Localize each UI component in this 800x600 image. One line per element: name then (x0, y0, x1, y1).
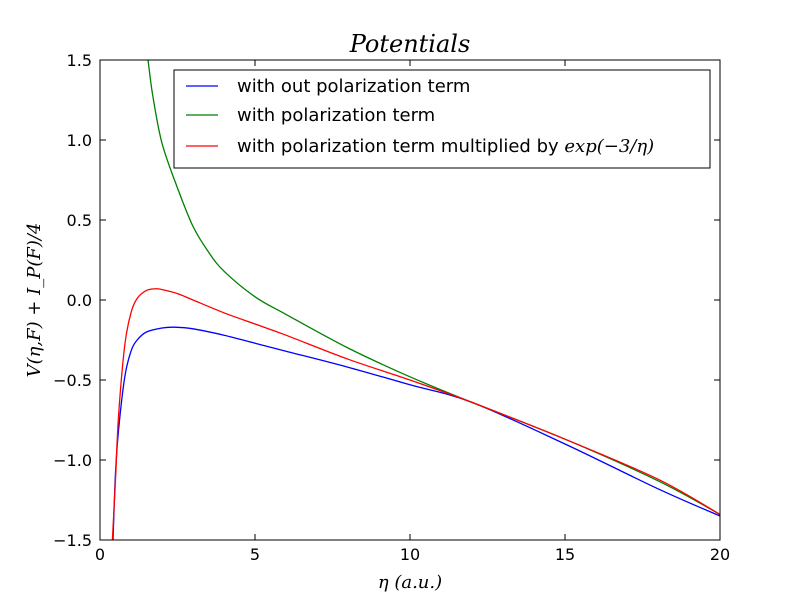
x-axis-label: η (a.u.) (378, 572, 442, 593)
legend-label-math: exp(−3/η) (564, 136, 654, 157)
legend-label-text: with out polarization term (237, 76, 470, 97)
y-tick-label: 0.5 (67, 211, 92, 230)
x-tick-label: 10 (400, 545, 420, 564)
series-layer (111, 60, 720, 540)
y-axis-label: V(η,F) + I_P(F)/4 (24, 223, 45, 378)
series-line-2 (111, 288, 720, 540)
legend-label-with-polarization: with polarization term (237, 105, 435, 126)
x-tick-label: 5 (250, 545, 260, 564)
legend-label-text: with polarization term (237, 105, 435, 126)
y-tick-label: −0.5 (53, 371, 92, 390)
legend-box (173, 69, 711, 169)
series-line-0 (112, 326, 720, 540)
tick-layer: 0 5 10 15 20 −1.5 −1.0 −0.5 0.0 0.5 1.0 1.5 (53, 51, 730, 564)
chart-title: Potentials (349, 30, 471, 58)
legend-label-text: with polarization term multiplied by (237, 136, 564, 157)
legend-label-without-polarization: with out polarization term (237, 76, 470, 97)
y-tick-label: 1.0 (67, 131, 92, 150)
x-tick-label: 0 (95, 545, 105, 564)
y-tick-label: −1.0 (53, 451, 92, 470)
y-tick-label: −1.5 (53, 531, 92, 550)
x-tick-label: 15 (555, 545, 575, 564)
y-tick-label: 1.5 (67, 51, 92, 70)
x-tick-label: 20 (710, 545, 730, 564)
y-tick-label: 0.0 (67, 291, 92, 310)
legend: with out polarization term with polariza… (173, 69, 711, 169)
legend-label-multiplied: with polarization term multiplied by exp… (237, 136, 654, 157)
